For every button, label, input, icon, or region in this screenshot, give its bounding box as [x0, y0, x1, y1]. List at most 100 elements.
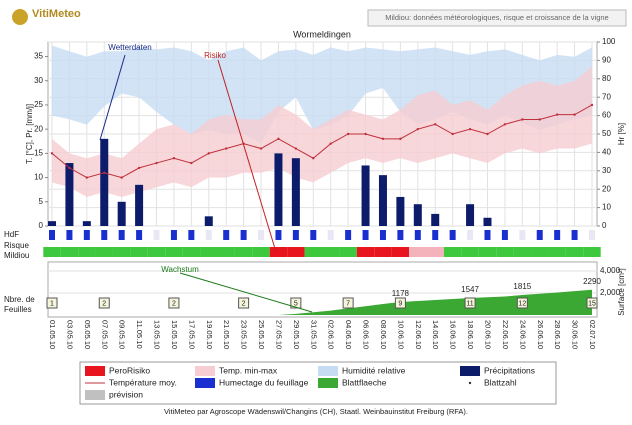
- legend-label: Temp. min-max: [219, 365, 278, 375]
- wetness-cell: [379, 230, 386, 240]
- y2-tick-label: 10: [602, 203, 611, 212]
- y2-tick-label: 90: [602, 56, 611, 65]
- legend-swatch: [468, 381, 472, 385]
- subtitle-box: [367, 9, 627, 27]
- row-label: Risque: [4, 241, 29, 250]
- line-point: [190, 161, 193, 165]
- leaf-count-label: 5: [294, 300, 298, 307]
- bar: [100, 138, 109, 226]
- bar: [274, 153, 283, 226]
- risk-cell: [339, 247, 357, 257]
- data-label: 2290: [583, 277, 601, 286]
- bar: [48, 221, 56, 226]
- risk-cell: [165, 247, 183, 257]
- risk-cell: [130, 247, 148, 257]
- line-point: [381, 137, 385, 141]
- line-point: [346, 132, 350, 136]
- x-tick-label: 15.05.10: [170, 320, 179, 349]
- y-tick-label: 15: [34, 148, 43, 157]
- risk-cell: [182, 247, 201, 257]
- wetness-cell: [310, 230, 317, 240]
- x-tick-label: 16.06.10: [449, 320, 458, 349]
- x-tick-label: 28.06.10: [553, 320, 562, 349]
- line-point: [85, 176, 89, 179]
- risk-cell: [43, 247, 61, 257]
- x-tick-label: 29.05.10: [292, 320, 301, 349]
- line-point: [120, 176, 123, 179]
- risk-cell: [60, 247, 79, 257]
- legend-swatch: [85, 390, 105, 400]
- risk-cell: [496, 247, 514, 257]
- line-point: [312, 157, 315, 160]
- wetness-cell: [571, 230, 578, 240]
- data-label: 1178: [392, 289, 410, 298]
- data-label: 1547: [461, 285, 479, 294]
- x-tick-label: 10.06.10: [396, 320, 405, 349]
- bar: [82, 221, 91, 226]
- bar: [291, 158, 300, 226]
- wetness-cell: [223, 230, 230, 240]
- legend-label: PeroRisiko: [109, 365, 150, 375]
- annotation: Wachstum: [161, 265, 199, 274]
- x-tick-label: 03.05.10: [65, 320, 74, 349]
- risk-cell: [252, 247, 270, 257]
- line-point: [172, 157, 176, 160]
- x-tick-label: 23.05.10: [240, 320, 249, 349]
- leaf-count-box: [464, 297, 476, 309]
- leaf-count-box: [290, 297, 302, 309]
- x-tick-label: 12.06.10: [414, 320, 423, 349]
- legend-label: Température moy.: [109, 377, 177, 387]
- band-area: [52, 45, 592, 144]
- leaf-count-label: 11: [466, 300, 473, 307]
- wetness-cell: [414, 230, 421, 240]
- risk-cell: [112, 247, 131, 257]
- y-tick-label: 0: [39, 221, 44, 230]
- row-label: Nbre. de: [4, 295, 35, 304]
- leaf-count-box: [586, 297, 598, 309]
- x-tick-label: 14.06.10: [431, 320, 440, 349]
- y2-tick-label: 60: [602, 111, 611, 120]
- risk-cell: [443, 247, 462, 257]
- leaf-count-box: [168, 297, 180, 309]
- legend-label: Blattflaeche: [342, 377, 387, 387]
- wetness-cell: [397, 230, 404, 240]
- wetness-cell: [101, 230, 108, 240]
- logo: VitiMeteo: [32, 8, 81, 20]
- wetness-cell: [292, 230, 299, 240]
- chart-title: Wormeldingen: [293, 29, 351, 39]
- wetness-cell: [432, 230, 439, 240]
- risk-cell: [287, 247, 305, 257]
- line-point: [224, 147, 228, 150]
- line-point: [486, 132, 489, 136]
- line-point: [416, 127, 420, 131]
- line-point: [137, 166, 141, 170]
- bar: [431, 213, 440, 226]
- y2-tick-label: 0: [602, 221, 607, 230]
- risk-cell: [269, 247, 288, 257]
- line-point: [155, 161, 158, 165]
- line-point: [364, 132, 367, 136]
- x-tick-label: 11.05.10: [135, 320, 144, 349]
- row-label: HdF: [4, 230, 19, 239]
- y-tick-label: 35: [34, 52, 43, 61]
- line-point: [555, 113, 559, 116]
- x-tick-label: 19.05.10: [205, 320, 214, 349]
- legend-swatch: [460, 366, 480, 376]
- x-tick-label: 05.05.10: [83, 320, 92, 349]
- legend-label: Blattzahl: [484, 377, 517, 387]
- x-tick-label: 04.06.10: [344, 320, 353, 349]
- wetness-cell: [484, 230, 491, 240]
- legend-swatch: [85, 366, 105, 376]
- x-tick-label: 01.05.10: [48, 320, 57, 349]
- line-point: [573, 113, 576, 116]
- line-point: [503, 123, 507, 126]
- leaf-count-label: 2: [172, 300, 176, 307]
- line-point: [399, 137, 402, 141]
- leaf-count-label: 7: [346, 300, 350, 307]
- line: [51, 104, 593, 179]
- legend-swatch: [195, 366, 215, 376]
- annotation: Wetterdaten: [108, 43, 151, 52]
- leaf-count-box: [98, 297, 110, 309]
- bar: [361, 165, 370, 226]
- leaf-count-box: [238, 297, 250, 309]
